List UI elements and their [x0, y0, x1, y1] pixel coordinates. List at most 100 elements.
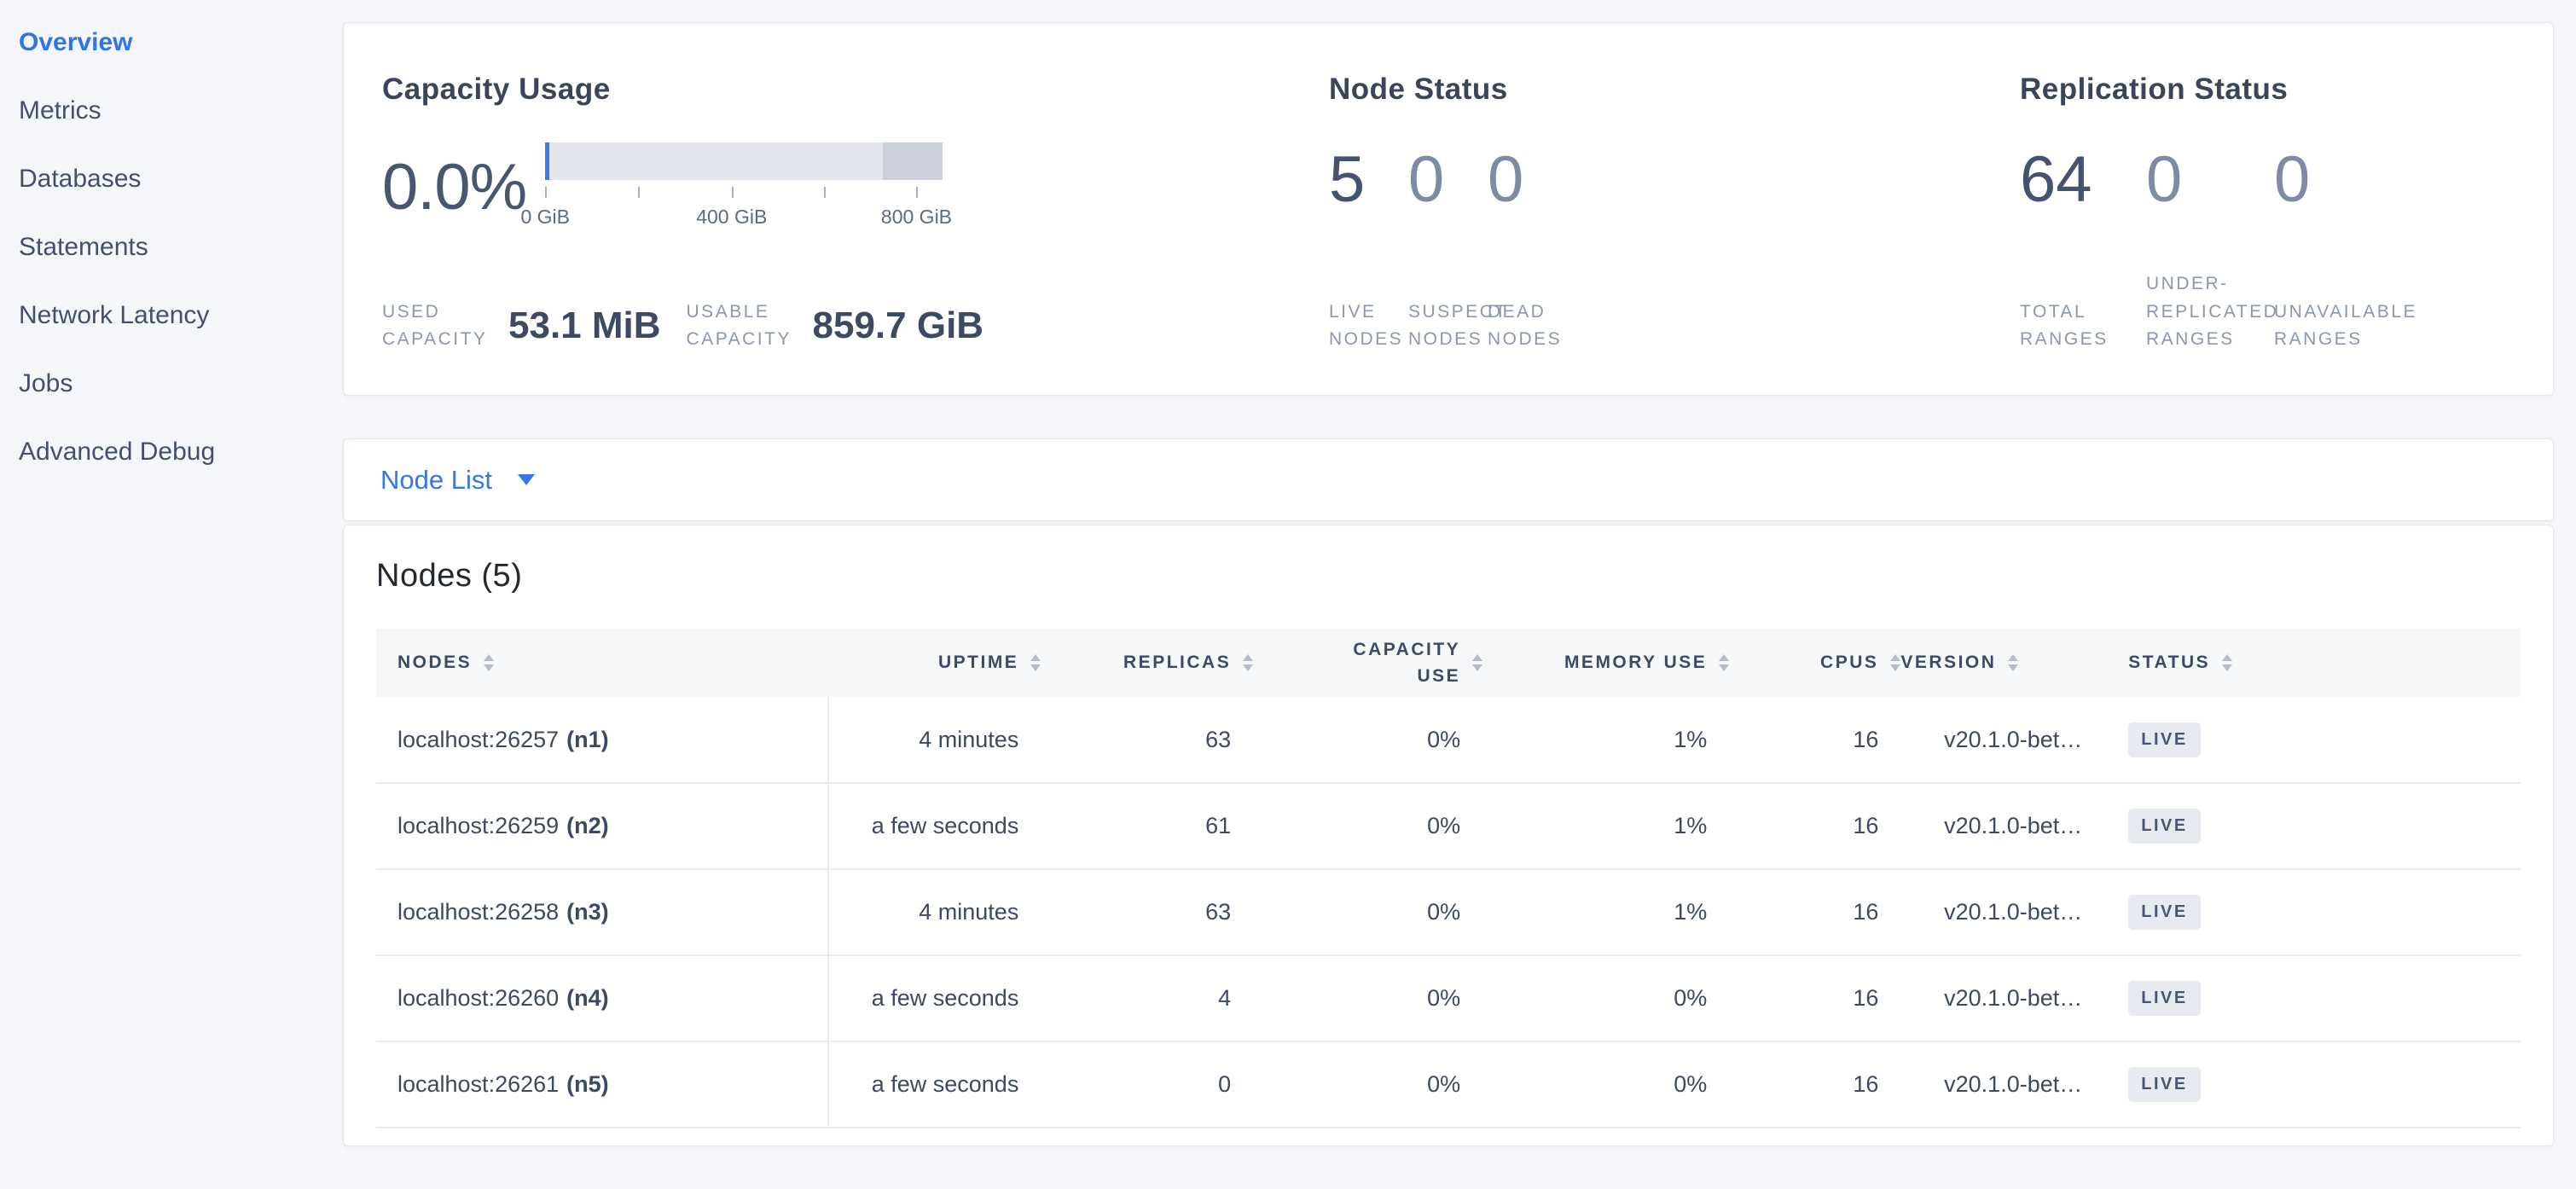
column-header-replicas[interactable]: Replicas: [1041, 629, 1254, 697]
node-id: (n3): [566, 899, 609, 925]
capacity-axis-ticks: [545, 187, 943, 199]
status-cell: LIVE: [2104, 697, 2521, 783]
column-header-status[interactable]: Status: [2104, 629, 2521, 697]
nodes-table-title: Nodes (5): [376, 558, 523, 594]
sort-icon: [1890, 654, 1901, 671]
dead-nodes-label: DEAD NODES: [1488, 301, 1563, 350]
cpus-cell: 16: [1853, 899, 1879, 925]
memory-use-cell: 1%: [1674, 899, 1708, 925]
column-header-capacity-use[interactable]: Capacity Use: [1253, 629, 1483, 697]
node-id: (n1): [566, 726, 609, 752]
replicas-cell: 63: [1205, 726, 1232, 752]
node-link[interactable]: localhost:26261 (n5): [376, 1041, 830, 1128]
status-badge: LIVE: [2128, 1067, 2201, 1102]
status-badge: LIVE: [2128, 809, 2201, 844]
uptime-cell: 4 minutes: [919, 726, 1019, 752]
cpus-cell: 16: [1853, 726, 1879, 752]
sidebar: Overview Metrics Databases Statements Ne…: [0, 0, 341, 1189]
node-link[interactable]: localhost:26258 (n3): [376, 869, 830, 955]
axis-label-400: 400 GiB: [696, 206, 768, 228]
unavailable-ranges-stat: 0 UNAVAILABLE RANGES: [2274, 142, 2479, 354]
column-header-version[interactable]: Version: [1900, 629, 2104, 697]
total-ranges-stat: 64 TOTAL RANGES: [2020, 142, 2146, 354]
sidebar-item-statements[interactable]: Statements: [19, 233, 148, 261]
sidebar-item-network-latency[interactable]: Network Latency: [19, 301, 210, 329]
total-ranges-label: TOTAL RANGES: [2020, 301, 2109, 350]
node-link[interactable]: localhost:26259 (n2): [376, 783, 830, 869]
uptime-cell: a few seconds: [871, 985, 1019, 1011]
dead-nodes-stat: 0 DEAD NODES: [1488, 142, 1567, 354]
table-row: localhost:26258 (n3) 4 minutes 63 0% 1% 1…: [376, 869, 2521, 955]
capacity-gauge: 0.0%: [382, 142, 1329, 231]
node-link[interactable]: localhost:26260 (n4): [376, 955, 830, 1041]
sort-icon: [1719, 654, 1730, 671]
usable-capacity: USABLE CAPACITY 859.7 GiB: [687, 299, 984, 354]
used-capacity-label: USED CAPACITY: [382, 301, 488, 350]
memory-use-cell: 0%: [1674, 1071, 1708, 1097]
capacity-percent: 0.0%: [382, 150, 527, 223]
memory-use-cell: 1%: [1674, 813, 1708, 838]
version-cell: v20.1.0-bet…: [1944, 899, 2083, 925]
capacity-bar-used-marker: [545, 142, 550, 180]
dead-nodes-value: 0: [1488, 143, 1524, 216]
version-cell: v20.1.0-bet…: [1944, 1071, 2083, 1097]
capacity-use-cell: 0%: [1427, 899, 1461, 925]
status-cell: LIVE: [2104, 955, 2521, 1041]
status-badge: LIVE: [2128, 895, 2201, 930]
sidebar-item-advanced-debug[interactable]: Advanced Debug: [19, 438, 216, 466]
table-header-row: Nodes Uptime Replicas Capacity Use Memor: [376, 629, 2521, 697]
column-header-cpus[interactable]: CPUs: [1729, 629, 1901, 697]
sidebar-item-jobs[interactable]: Jobs: [19, 369, 73, 397]
sidebar-item-databases[interactable]: Databases: [19, 165, 142, 193]
main-content: Capacity Usage 0.0%: [341, 0, 2576, 1189]
memory-use-cell: 1%: [1674, 726, 1708, 752]
usable-capacity-label: USABLE CAPACITY: [686, 301, 792, 350]
axis-label-800: 800 GiB: [880, 206, 953, 228]
under-replicated-ranges-stat: 0 UNDER-REPLICATED RANGES: [2146, 142, 2279, 354]
used-capacity: USED CAPACITY 53.1 MiB: [382, 299, 661, 354]
version-cell: v20.1.0-bet…: [1944, 726, 2083, 752]
node-id: (n2): [566, 813, 609, 838]
uptime-cell: a few seconds: [871, 1071, 1019, 1097]
sort-icon: [484, 654, 495, 671]
uptime-cell: a few seconds: [871, 813, 1019, 838]
status-badge: LIVE: [2128, 722, 2201, 757]
memory-use-cell: 0%: [1674, 985, 1708, 1011]
node-status-stats: 5 LIVE NODES 0 SUSPECT NODES 0 DEAD NODE…: [1329, 142, 2020, 354]
column-header-memory-use[interactable]: Memory Use: [1482, 629, 1730, 697]
nodes-table-card: Nodes (5) Nodes Uptime Rep: [343, 525, 2554, 1146]
replicas-cell: 63: [1205, 899, 1232, 925]
capacity-usage-title: Capacity Usage: [382, 72, 611, 106]
node-link[interactable]: localhost:26257 (n1): [376, 697, 830, 783]
suspect-nodes-value: 0: [1408, 143, 1445, 216]
table-row: localhost:26260 (n4) a few seconds 4 0% 0…: [376, 955, 2521, 1041]
capacity-use-cell: 0%: [1427, 1071, 1461, 1097]
column-header-uptime[interactable]: Uptime: [828, 629, 1041, 697]
node-list-dropdown[interactable]: Node List: [380, 465, 535, 496]
column-header-nodes[interactable]: Nodes: [376, 629, 828, 697]
under-replicated-ranges-value: 0: [2146, 143, 2183, 216]
status-cell: LIVE: [2104, 783, 2521, 869]
used-capacity-value: 53.1 MiB: [508, 304, 661, 347]
version-cell: v20.1.0-bet…: [1944, 985, 2083, 1011]
unavailable-ranges-label: UNAVAILABLE RANGES: [2274, 301, 2417, 350]
cpus-cell: 16: [1853, 985, 1879, 1011]
sort-icon: [1243, 654, 1254, 671]
capacity-axis-labels: 0 GiB 400 GiB 800 GiB: [520, 206, 952, 231]
node-list-bar: Node List: [343, 438, 2554, 521]
replicas-cell: 61: [1205, 813, 1232, 838]
capacity-bar: [545, 142, 943, 180]
replication-status-title: Replication Status: [2020, 72, 2289, 106]
sidebar-item-metrics[interactable]: Metrics: [19, 96, 102, 125]
node-status-section: Node Status 5 LIVE NODES 0 SUSPECT NODES…: [1329, 72, 2020, 354]
sidebar-item-overview[interactable]: Overview: [19, 28, 133, 56]
replicas-cell: 0: [1218, 1071, 1232, 1097]
node-id: (n5): [566, 1071, 609, 1097]
suspect-nodes-label: SUSPECT NODES: [1408, 301, 1508, 350]
sort-icon: [2222, 654, 2233, 671]
node-list-dropdown-label: Node List: [380, 464, 492, 495]
capacity-details: USED CAPACITY 53.1 MiB USABLE CAPACITY 8…: [382, 299, 1329, 354]
under-replicated-ranges-label: UNDER-REPLICATED RANGES: [2146, 274, 2279, 350]
table-row: localhost:26261 (n5) a few seconds 0 0% 0…: [376, 1041, 2521, 1128]
